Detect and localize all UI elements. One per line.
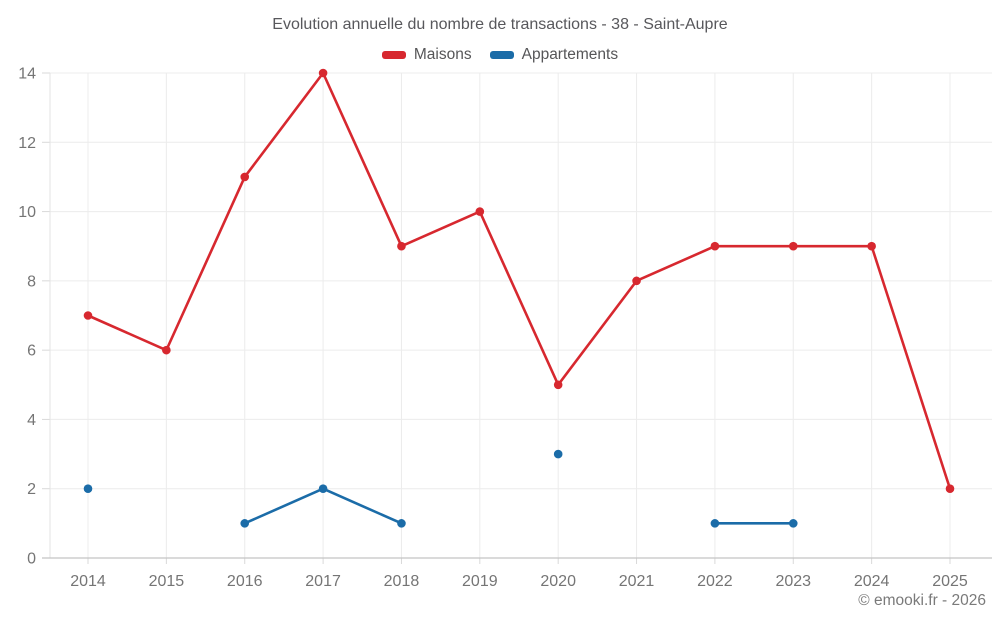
chart-legend: Maisons Appartements bbox=[0, 46, 1000, 64]
svg-text:0: 0 bbox=[27, 551, 36, 568]
svg-text:2016: 2016 bbox=[227, 573, 263, 590]
svg-text:2022: 2022 bbox=[697, 573, 733, 590]
svg-text:2019: 2019 bbox=[462, 573, 498, 590]
legend-item-maisons[interactable]: Maisons bbox=[381, 46, 472, 64]
chart-title: Evolution annuelle du nombre de transact… bbox=[272, 16, 728, 33]
svg-text:2015: 2015 bbox=[149, 573, 185, 590]
svg-text:2: 2 bbox=[27, 481, 36, 498]
svg-text:12: 12 bbox=[18, 135, 36, 152]
svg-text:2021: 2021 bbox=[619, 573, 655, 590]
legend-label-appartements: Appartements bbox=[521, 46, 619, 63]
legend-label-maisons: Maisons bbox=[413, 46, 472, 63]
svg-text:2014: 2014 bbox=[70, 573, 106, 590]
svg-text:6: 6 bbox=[27, 343, 36, 360]
copyright-watermark: © emooki.fr - 2026 bbox=[858, 592, 986, 609]
legend-item-appartements[interactable]: Appartements bbox=[489, 46, 619, 64]
svg-text:2017: 2017 bbox=[305, 573, 341, 590]
svg-text:4: 4 bbox=[27, 412, 36, 429]
svg-text:14: 14 bbox=[18, 66, 36, 83]
svg-text:2023: 2023 bbox=[775, 573, 811, 590]
appartements-color-swatch bbox=[489, 51, 514, 59]
svg-text:2025: 2025 bbox=[932, 573, 968, 590]
svg-text:2024: 2024 bbox=[854, 573, 890, 590]
svg-text:2018: 2018 bbox=[384, 573, 420, 590]
svg-text:2020: 2020 bbox=[540, 573, 576, 590]
maisons-color-swatch bbox=[381, 51, 406, 59]
svg-text:10: 10 bbox=[18, 204, 36, 221]
svg-text:8: 8 bbox=[27, 273, 36, 290]
